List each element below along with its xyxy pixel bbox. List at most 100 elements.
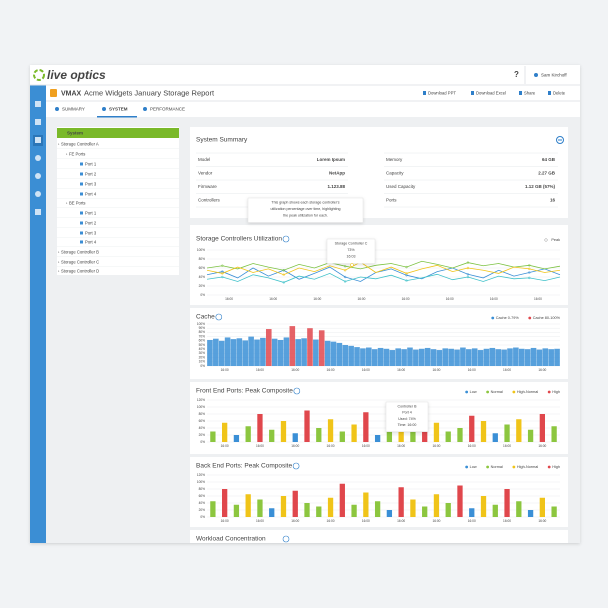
help[interactable]: ?: [514, 70, 519, 79]
y-tick-label: 50%: [199, 343, 206, 347]
area-column: [554, 348, 560, 366]
icon[interactable]: [35, 173, 41, 179]
bar: [374, 435, 381, 442]
x-tick-label: 16:00: [256, 519, 264, 523]
action-button[interactable]: Share: [524, 91, 536, 96]
area-column: [242, 340, 249, 366]
bar: [363, 492, 369, 517]
info-icon[interactable]: [293, 387, 301, 395]
tooltip-line: Used: 74%: [398, 417, 416, 421]
bar: [316, 428, 322, 442]
tree-item[interactable]: Storage Controller A: [61, 142, 99, 147]
area-column: [495, 349, 502, 366]
legend-swatch: [547, 465, 551, 469]
area-column: [448, 348, 454, 366]
action-button[interactable]: Download Excel: [476, 91, 506, 96]
tree-item[interactable]: BE Ports: [69, 201, 86, 206]
icon[interactable]: [35, 119, 41, 125]
area-column: [466, 349, 472, 366]
icon[interactable]: [35, 155, 41, 161]
area-column: [207, 339, 213, 366]
bar: [339, 483, 345, 517]
tree-item[interactable]: Storage Controller B: [61, 250, 99, 255]
y-tick-label: 120%: [197, 398, 205, 402]
tab[interactable]: PERFORMANCE: [150, 107, 185, 112]
icon[interactable]: [35, 191, 41, 197]
y-tick-label: 20%: [199, 508, 206, 512]
tooltip-line: Storage Controller C: [335, 241, 368, 245]
logo[interactable]: live optics: [47, 68, 106, 82]
legend-label: Normal: [491, 390, 503, 394]
action-button[interactable]: Download PPT: [428, 91, 456, 96]
area-column: [371, 349, 378, 366]
tree-item[interactable]: Storage Controller C: [61, 260, 99, 265]
icon[interactable]: [35, 137, 41, 143]
collapse[interactable]: [556, 136, 564, 144]
y-tick-label: 90%: [199, 326, 206, 330]
tree-item[interactable]: Port 2: [85, 172, 97, 177]
y-tick-label: 80%: [199, 330, 206, 334]
port-icon: [80, 231, 83, 235]
action-button[interactable]: Delete: [553, 91, 566, 96]
tree-item[interactable]: Port 3: [85, 231, 97, 236]
chart-title: Back End Ports: Peak Composite: [196, 463, 292, 470]
tab-icon: [55, 107, 59, 111]
summary-value: 2.27 GB: [538, 171, 556, 176]
area-column: [530, 347, 537, 366]
bar: [222, 489, 228, 517]
x-tick-label: 16:00: [503, 519, 511, 523]
area-column: [318, 330, 325, 366]
tree-item[interactable]: Port 4: [85, 192, 97, 197]
y-tick-label: 40%: [199, 501, 206, 505]
tab[interactable]: SUMMARY: [62, 107, 85, 112]
x-tick-label: 16:00: [538, 368, 546, 372]
tree-item[interactable]: Storage Controller D: [61, 269, 99, 274]
icon[interactable]: [35, 101, 41, 107]
bar: [398, 487, 404, 517]
y-tick-label: 30%: [199, 351, 206, 355]
area-column: [442, 348, 449, 366]
tree-item[interactable]: Port 4: [85, 240, 97, 245]
tab[interactable]: SYSTEM: [109, 107, 128, 112]
port-icon: [80, 221, 83, 225]
tree-item[interactable]: Port 1: [85, 211, 97, 216]
y-tick-label: 0%: [200, 364, 205, 368]
area-column: [313, 339, 319, 366]
bar: [551, 506, 557, 517]
area-column: [330, 341, 337, 366]
port-icon: [80, 172, 83, 176]
legend-swatch: [547, 390, 551, 394]
info-icon[interactable]: [215, 313, 223, 321]
hover-point: [350, 263, 354, 267]
peak-marker: [343, 275, 347, 279]
bar: [374, 501, 381, 517]
tree-item[interactable]: FE Ports: [69, 152, 85, 157]
user[interactable]: Sam Kirchoff: [541, 73, 567, 78]
bar: [386, 426, 393, 442]
info-icon[interactable]: [282, 235, 290, 243]
tree-item[interactable]: Port 1: [85, 162, 97, 167]
bar: [433, 422, 440, 442]
area-column: [513, 347, 519, 366]
area-column: [336, 342, 343, 366]
tree-item[interactable]: Port 2: [85, 221, 97, 226]
area-column: [283, 337, 290, 366]
area-column: [454, 349, 460, 366]
area-column: [348, 345, 354, 366]
bar: [410, 499, 416, 517]
summary-label: Used Capacity: [386, 184, 416, 189]
x-tick-label: 16:00: [357, 297, 365, 301]
port-icon: [80, 182, 83, 186]
legend-label: Normal: [491, 465, 503, 469]
icon[interactable]: [35, 209, 41, 215]
tree-item[interactable]: Port 3: [85, 182, 97, 187]
tree-root[interactable]: System: [67, 131, 83, 136]
area-column: [501, 349, 507, 366]
chevron: ›: [58, 142, 60, 147]
area-column: [507, 348, 513, 366]
info-icon[interactable]: [292, 462, 300, 470]
peak-marker: [221, 275, 224, 279]
tree-selected[interactable]: [57, 128, 179, 138]
bar: [316, 506, 322, 517]
area-column: [324, 340, 331, 366]
